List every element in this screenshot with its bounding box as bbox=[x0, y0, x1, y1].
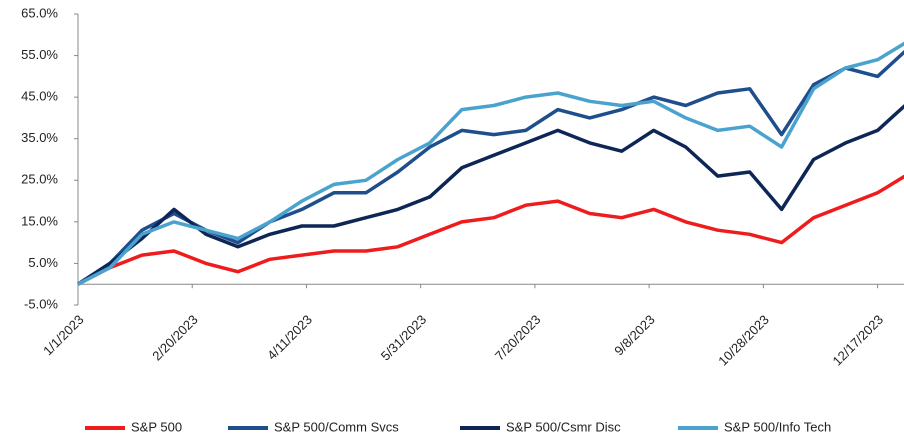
x-tick-label: 2/20/2023 bbox=[149, 312, 201, 364]
legend-label: S&P 500/Comm Svcs bbox=[274, 419, 399, 434]
x-tick-label: 9/8/2023 bbox=[611, 312, 657, 358]
x-tick-label: 4/11/2023 bbox=[264, 312, 315, 363]
series-line bbox=[77, 50, 904, 286]
legend-label: S&P 500/Info Tech bbox=[724, 419, 831, 434]
x-tick-label: 7/20/2023 bbox=[492, 312, 544, 364]
series-line bbox=[77, 104, 904, 286]
x-tick-label: 1/1/2023 bbox=[40, 312, 86, 358]
y-tick-label: 45.0% bbox=[21, 89, 58, 104]
x-tick-label: 10/28/2023 bbox=[715, 312, 772, 369]
x-tick-label: 12/17/2023 bbox=[830, 312, 887, 369]
legend-label: S&P 500/Csmr Disc bbox=[506, 419, 621, 434]
y-tick-label: -5.0% bbox=[24, 296, 58, 311]
series-line bbox=[77, 41, 904, 286]
y-tick-label: 55.0% bbox=[21, 47, 58, 62]
y-tick-label: 65.0% bbox=[21, 5, 58, 20]
y-tick-label: 35.0% bbox=[21, 130, 58, 145]
y-tick-label: 25.0% bbox=[21, 172, 58, 187]
y-tick-label: 15.0% bbox=[21, 213, 58, 228]
x-tick-label: 5/31/2023 bbox=[378, 312, 430, 364]
legend-label: S&P 500 bbox=[131, 419, 182, 434]
y-tick-label: 5.0% bbox=[28, 255, 58, 270]
series-line bbox=[77, 174, 904, 286]
